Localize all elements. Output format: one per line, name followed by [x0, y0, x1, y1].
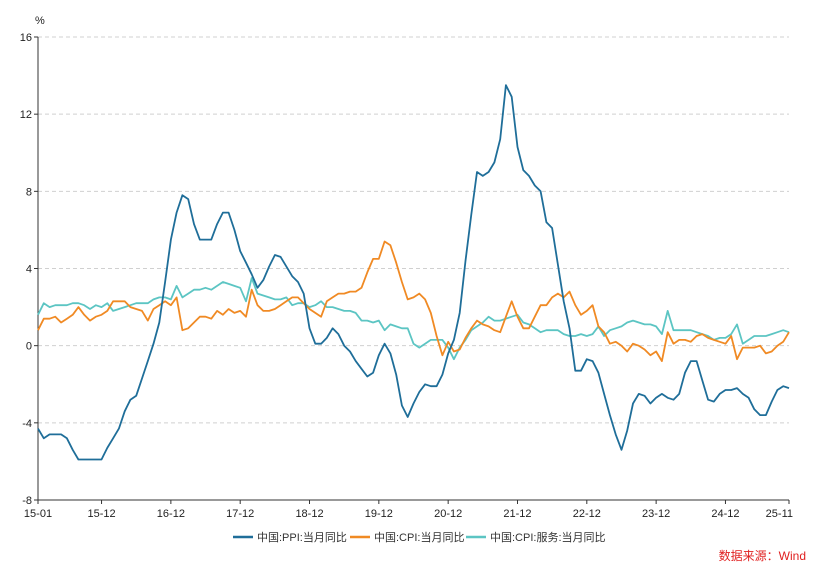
legend-item-1[interactable]: 中国:CPI:当月同比 [350, 530, 464, 544]
legend-item-0[interactable]: 中国:PPI:当月同比 [233, 530, 347, 544]
y-tick-label: 4 [26, 264, 32, 276]
x-tick-label: 22-12 [573, 508, 601, 520]
legend[interactable]: 中国:PPI:当月同比 中国:CPI:当月同比 中国:CPI:服务:当月同比 [233, 530, 606, 544]
x-tick-label: 15-01 [24, 508, 52, 520]
x-tick-label: 20-12 [434, 508, 462, 520]
y-tick-label: 12 [20, 109, 32, 121]
y-tick-label: 8 [26, 186, 32, 198]
y-tick-label: 16 [20, 32, 32, 44]
y-tick-label: -4 [22, 418, 32, 430]
axes: 16 12 8 4 0 -4 -815-01 15-12 16-12 17-12 18-12 19-1… [20, 32, 793, 520]
x-tick-label: 18-12 [295, 508, 323, 520]
series-lines [37, 84, 790, 461]
x-tick-label: 15-12 [87, 508, 115, 520]
series-line-2 [37, 277, 790, 361]
legend-label: 中国:CPI:服务:当月同比 [490, 530, 606, 544]
x-tick-label: 21-12 [503, 508, 531, 520]
y-axis-unit-label: % [35, 15, 45, 27]
legend-item-2[interactable]: 中国:CPI:服务:当月同比 [466, 530, 606, 544]
x-tick-label: 23-12 [642, 508, 670, 520]
x-tick-label: 16-12 [157, 508, 185, 520]
x-tick-label: 17-12 [226, 508, 254, 520]
y-tick-label: -8 [22, 495, 32, 507]
y-tick-label: 0 [26, 341, 32, 353]
series-line-1 [37, 240, 790, 362]
gridlines [38, 36, 789, 501]
source-note: 数据来源：Wind [719, 548, 806, 563]
series-line-0 [37, 84, 790, 461]
x-tick-label: 24-12 [711, 508, 739, 520]
legend-label: 中国:CPI:当月同比 [374, 530, 464, 544]
x-tick-label: 19-12 [365, 508, 393, 520]
legend-label: 中国:PPI:当月同比 [257, 530, 347, 544]
x-tick-label: 25-11 [766, 508, 793, 520]
